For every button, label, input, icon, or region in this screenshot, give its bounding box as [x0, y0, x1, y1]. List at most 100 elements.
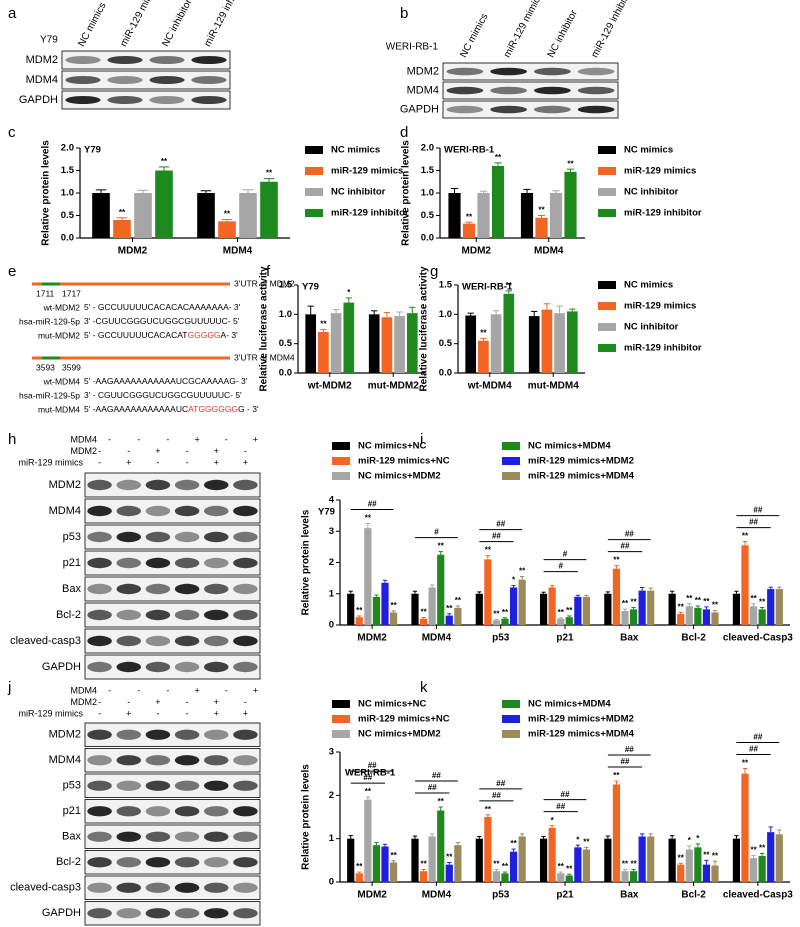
bar — [677, 614, 685, 625]
treatment-sign: - — [225, 685, 228, 695]
y-tick-label: 1 — [329, 833, 335, 844]
blot-band — [87, 729, 112, 740]
bar — [330, 313, 342, 373]
treatment-sign: + — [194, 685, 199, 695]
significance: ** — [485, 805, 492, 814]
blot-row-label: p53 — [63, 531, 81, 543]
x-tick-label: mut-MDM2 — [368, 381, 420, 392]
bar — [368, 314, 380, 373]
bar — [548, 827, 556, 882]
treatment-sign: - — [186, 457, 189, 467]
bar — [775, 834, 783, 882]
panel-letter: c — [8, 124, 16, 141]
blot-row-label: GAPDH — [42, 661, 81, 673]
blot-band — [87, 609, 112, 621]
comparison-label: ## — [363, 773, 372, 782]
blot-band — [174, 531, 200, 543]
blot-row-label: MDM2 — [26, 54, 58, 66]
bar — [381, 846, 389, 882]
legend-label: NC mimics+MDM2 — [358, 729, 441, 740]
y-tick-label: 2 — [329, 557, 334, 568]
blot-band — [116, 780, 141, 791]
blot-band — [174, 755, 200, 766]
x-tick-label: wt-MDM4 — [467, 381, 512, 392]
x-tick-label: cleaved-Casp3 — [723, 890, 793, 901]
blot-band — [87, 531, 112, 543]
blot-band — [145, 831, 171, 842]
cell-line: WERI-RB-1 — [386, 42, 439, 53]
significance: ** — [365, 514, 372, 523]
blot-band — [204, 831, 229, 842]
bar — [477, 193, 490, 238]
blot-row-label: MDM2 — [49, 729, 81, 741]
blot-band — [233, 831, 258, 842]
y-tick-label: 3 — [329, 526, 334, 537]
site-position: 3599 — [62, 362, 81, 372]
blot-band — [174, 609, 200, 621]
y-tick-label: 1.0 — [439, 309, 452, 320]
blot-row — [84, 550, 261, 576]
blot-row-label: MDM4 — [49, 754, 81, 766]
column-label: NC mimics — [76, 1, 108, 49]
legend-swatch — [332, 700, 350, 708]
blot-band — [145, 661, 171, 673]
blot-row-label: Bax — [62, 831, 81, 843]
blot-band — [233, 609, 258, 621]
treatment-sign: + — [214, 457, 219, 467]
treatment-sign: - — [108, 434, 111, 444]
legend-label: miR-129 inhibitor — [624, 208, 702, 219]
bar — [501, 873, 509, 882]
blot-band — [204, 505, 229, 517]
blot-band — [87, 882, 112, 893]
x-tick-label: MDM2 — [462, 246, 492, 257]
bar — [389, 612, 398, 625]
treatment-sign: - — [127, 446, 130, 456]
legend-label: miR-129 inhibitor — [624, 343, 702, 354]
bar — [260, 181, 278, 238]
y-tick-label: 3 — [329, 747, 334, 758]
chart-title: Y79 — [84, 145, 101, 156]
significance: ** — [538, 206, 545, 215]
significance: ** — [438, 797, 445, 806]
y-tick-label: 0.0 — [439, 368, 452, 379]
bar — [343, 302, 355, 373]
blot-band — [233, 635, 258, 647]
sequence-part: 3' -CGUUCGGGUCUGGCGUUUUUC- 5' — [84, 316, 240, 326]
significance: ** — [446, 604, 453, 613]
blot-band — [87, 505, 112, 517]
blot-row — [442, 62, 619, 81]
bar — [372, 845, 381, 882]
panel-letter: e — [8, 263, 16, 280]
blot-band — [145, 505, 171, 517]
sequence: 5' - GCCUUUUUCACACATGGGGGA- 3' — [84, 330, 238, 340]
cell-line: Y79 — [40, 35, 58, 46]
blot-row-label: GAPDH — [400, 103, 439, 115]
legend-label: miR-129 mimics — [624, 166, 696, 177]
bar — [501, 618, 509, 625]
comparison-label: ## — [368, 500, 377, 509]
blot-band — [145, 780, 171, 791]
blot-row — [61, 50, 231, 70]
legend-swatch — [598, 188, 616, 196]
bar — [454, 845, 462, 882]
bar — [490, 314, 502, 373]
legend-label: miR-129 inhibitor — [331, 208, 409, 219]
blot-band — [87, 857, 112, 868]
bar — [741, 773, 749, 882]
bar — [694, 847, 702, 882]
treatment-label: miR-129 mimics — [18, 708, 83, 718]
blot-row — [84, 576, 261, 602]
bar — [347, 838, 355, 882]
blot-band — [490, 67, 527, 76]
blot-band — [145, 729, 171, 740]
bar — [428, 587, 436, 625]
sequence: 5' -AAGAAAAAAAAAAAUCATGGGGGGG - 3' — [84, 404, 259, 414]
bar — [462, 223, 476, 238]
blot-band — [87, 583, 112, 595]
blot-band — [233, 661, 258, 673]
legend-swatch — [332, 457, 350, 465]
sequence: 3' -CGUUCGGGUCUGGCGUUUUUC- 5' — [84, 316, 240, 326]
significance: ** — [712, 601, 719, 610]
significance: ** — [742, 532, 749, 541]
